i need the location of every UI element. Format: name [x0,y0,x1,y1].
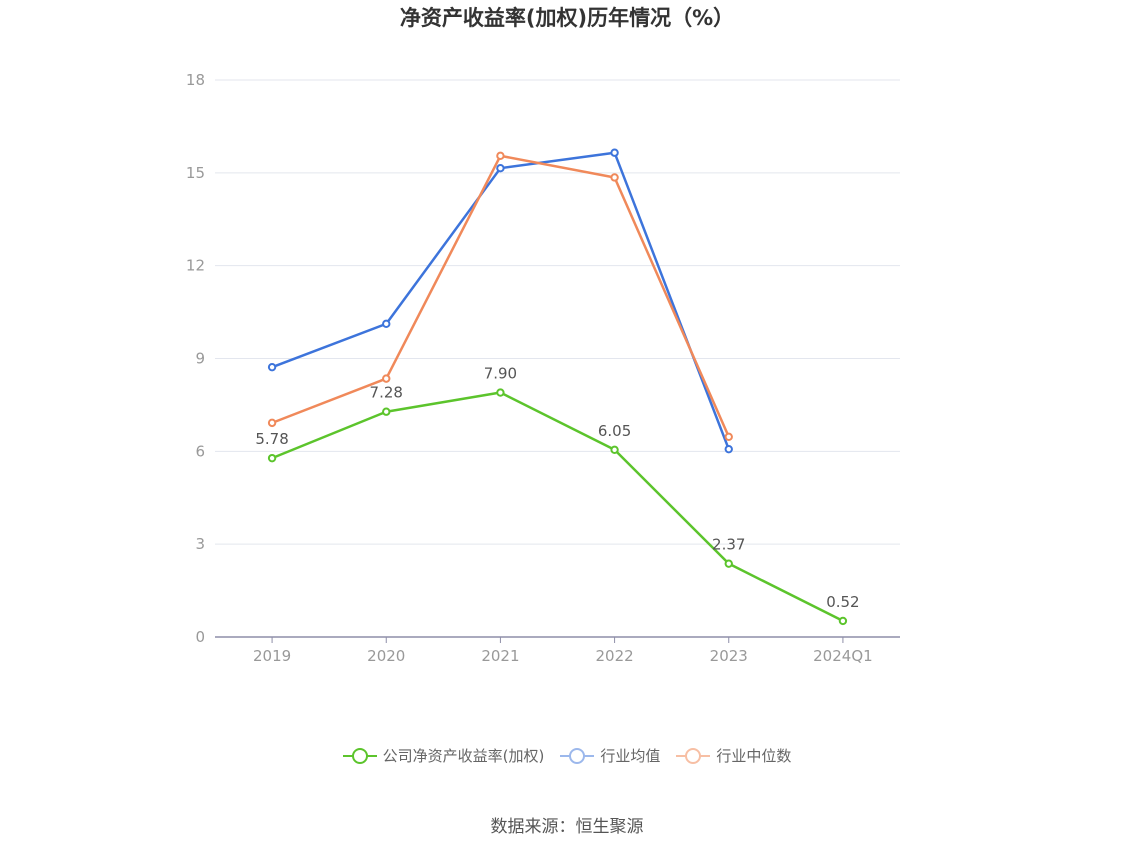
axes: 0 3 6 9 12 15 18 2019 2020 2021 2022 2023 2024Q1 [186,71,900,665]
grid-lines [215,79,900,545]
x-tick-label: 2020 [367,647,405,665]
data-label: 6.05 [598,422,631,440]
data-point-company-roe[interactable] [724,559,733,568]
data-point-industry-mean[interactable] [610,148,619,157]
y-tick-label: 18 [186,71,205,89]
legend-label-industry-median: 行业中位数 [716,747,792,765]
y-tick-label: 6 [195,442,205,460]
data-label: 7.28 [370,384,403,402]
data-label: 5.78 [255,430,288,448]
x-tick-label: 2023 [710,647,748,665]
data-point-industry-median[interactable] [267,418,277,428]
x-tick-label: 2019 [253,647,291,665]
data-point-industry-mean[interactable] [724,444,733,454]
legend: 公司净资产收益率(加权) 行业均值 行业中位数 [0,745,1134,766]
x-tick-label: 2022 [595,647,633,665]
chart-title: 净资产收益率(加权)历年情况（%） [399,6,735,30]
data-point-industry-mean[interactable] [496,163,505,173]
x-tick-label: 2024Q1 [813,647,873,665]
data-point-industry-median[interactable] [610,173,619,182]
y-tick-label: 3 [195,535,205,553]
legend-label-company-roe: 公司净资产收益率(加权) [382,747,545,765]
data-labels: 5.78 7.28 7.90 6.05 2.37 0.52 [255,365,859,611]
legend-swatch-industry-median-icon [676,747,711,764]
series-line-company-roe [271,391,844,623]
data-point-industry-mean[interactable] [382,319,391,329]
x-tick-label: 2021 [481,647,519,665]
data-point-company-roe[interactable] [267,453,277,463]
series-lines [267,148,848,626]
data-label: 7.90 [484,365,517,383]
y-tick-label: 0 [195,628,205,646]
y-tick-label: 12 [186,257,205,275]
data-label: 2.37 [712,536,745,554]
data-point-company-roe[interactable] [838,616,848,626]
data-point-industry-mean[interactable] [267,362,277,372]
y-tick-label: 15 [186,164,205,182]
legend-label-industry-mean: 行业均值 [600,747,661,765]
legend-swatch-industry-mean-icon [560,747,595,764]
data-point-company-roe[interactable] [496,388,505,397]
data-point-industry-median[interactable] [382,374,391,383]
data-label: 0.52 [826,593,859,611]
legend-item-company-roe[interactable]: 公司净资产收益率(加权) [342,745,545,766]
data-source: 数据来源：恒生聚源 [490,817,644,837]
data-point-industry-median[interactable] [496,151,505,161]
data-point-industry-median[interactable] [724,432,733,441]
data-point-company-roe[interactable] [610,445,619,454]
series-line-industry-mean [271,151,730,450]
legend-swatch-company-roe-icon [342,747,377,764]
legend-item-industry-median[interactable]: 行业中位数 [676,745,791,766]
data-point-company-roe[interactable] [382,407,391,416]
legend-item-industry-mean[interactable]: 行业均值 [560,745,660,766]
y-tick-label: 9 [195,350,205,368]
